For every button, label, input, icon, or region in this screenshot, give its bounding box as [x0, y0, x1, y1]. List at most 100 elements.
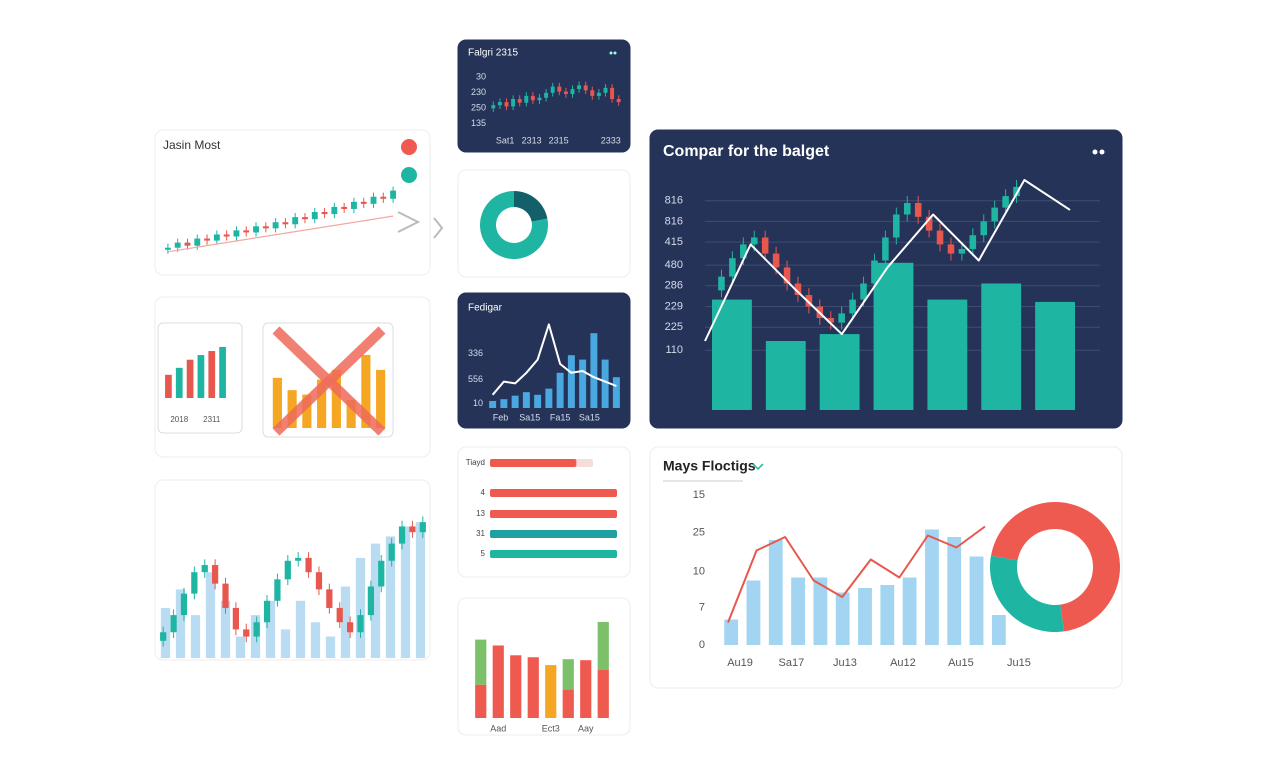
- y-tick-label: 0: [699, 639, 705, 651]
- candle-body: [213, 234, 220, 241]
- menu-dot: [609, 51, 613, 55]
- candle-body: [347, 622, 354, 633]
- y-tick-label: 480: [665, 259, 683, 271]
- candle-body: [222, 583, 229, 608]
- bar: [534, 394, 542, 408]
- bar: [927, 299, 968, 410]
- chart-title: Compar for the balget: [663, 143, 830, 160]
- bar: [1035, 301, 1075, 410]
- bar: [765, 341, 806, 410]
- candle-body: [378, 560, 385, 587]
- arrow: [433, 217, 444, 239]
- candle-body: [530, 95, 535, 101]
- candle-body: [511, 99, 516, 107]
- candle-body: [750, 237, 758, 245]
- bar: [768, 540, 783, 645]
- candle-body: [409, 526, 416, 533]
- bar: [295, 600, 306, 658]
- candle-body: [341, 206, 348, 209]
- bar: [175, 367, 183, 398]
- y-tick-label: 25: [693, 526, 705, 538]
- bar: [346, 399, 356, 428]
- bar: [190, 615, 201, 658]
- candle-body: [537, 97, 542, 101]
- donut-segment: [990, 502, 1120, 632]
- candle-body: [557, 86, 562, 92]
- bar: [219, 346, 226, 398]
- candle-body: [315, 572, 323, 590]
- y-tick-label: 816: [665, 195, 683, 207]
- candle-body: [570, 89, 575, 95]
- bar: [197, 355, 205, 398]
- y-tick-label: 286: [665, 280, 683, 292]
- candle-body: [204, 238, 210, 241]
- arrow: [397, 211, 421, 233]
- candle-body: [253, 622, 260, 637]
- donut-segment: [479, 191, 548, 259]
- bar: [880, 585, 895, 645]
- candle-body: [274, 579, 281, 601]
- bar: [567, 355, 575, 408]
- donut-hole: [497, 208, 531, 242]
- x-tick-label: 2313: [522, 135, 542, 145]
- candle-body: [164, 247, 171, 250]
- bar: [925, 529, 939, 645]
- bar-segment: [597, 669, 609, 718]
- bar: [272, 377, 282, 428]
- bar: [165, 374, 172, 398]
- y-tick-label: 250: [471, 103, 486, 113]
- candle-body: [969, 235, 977, 249]
- y-tick-label: 229: [665, 300, 683, 312]
- candle-body: [740, 244, 747, 259]
- candle-body: [302, 217, 308, 220]
- candle-body: [616, 99, 621, 103]
- candle-body: [1002, 196, 1009, 208]
- bar: [317, 379, 327, 428]
- y-tick-label: 556: [468, 374, 483, 384]
- x-tick-label: Feb: [493, 412, 509, 422]
- bar: [325, 636, 336, 658]
- bar: [969, 556, 984, 645]
- bar: [355, 557, 366, 658]
- candle-body: [914, 203, 922, 217]
- y-tick-label: 816: [665, 215, 683, 227]
- x-tick-label: Sat1: [496, 135, 515, 145]
- candle-body: [253, 226, 259, 233]
- x-tick-label: Au12: [890, 657, 916, 669]
- bar: [340, 586, 351, 658]
- x-tick-label: Sa17: [779, 657, 805, 669]
- bar: [612, 377, 620, 408]
- row-label: 13: [476, 509, 485, 518]
- candle-body: [263, 600, 271, 623]
- bar: [235, 636, 246, 658]
- candle-body: [903, 203, 911, 215]
- chart-title: Jasin Most: [163, 138, 221, 152]
- candle-body: [936, 230, 944, 245]
- bar: [858, 588, 872, 645]
- row-label: 31: [476, 529, 485, 538]
- dropdown-icon[interactable]: [752, 463, 764, 471]
- candle-body: [262, 226, 269, 229]
- candle-body: [577, 85, 582, 90]
- bar-segment: [475, 639, 487, 685]
- menu-dot: [613, 51, 617, 55]
- bar: [415, 522, 426, 658]
- bar: [220, 600, 231, 658]
- bar: [400, 526, 411, 658]
- candle-body: [827, 318, 835, 323]
- bar: [376, 369, 386, 428]
- x-tick-label: Aay: [578, 723, 594, 733]
- y-tick-label: 15: [693, 489, 705, 501]
- candle-body: [718, 276, 725, 291]
- bar: [490, 510, 617, 518]
- bar: [280, 629, 291, 658]
- y-tick-label: 336: [468, 348, 483, 358]
- bar: [791, 577, 805, 645]
- bar-segment: [562, 659, 574, 690]
- x-tick-label: Au15: [948, 657, 974, 669]
- candle-body: [947, 244, 955, 254]
- bar: [813, 577, 828, 645]
- chart-title: Fedigar: [468, 303, 503, 314]
